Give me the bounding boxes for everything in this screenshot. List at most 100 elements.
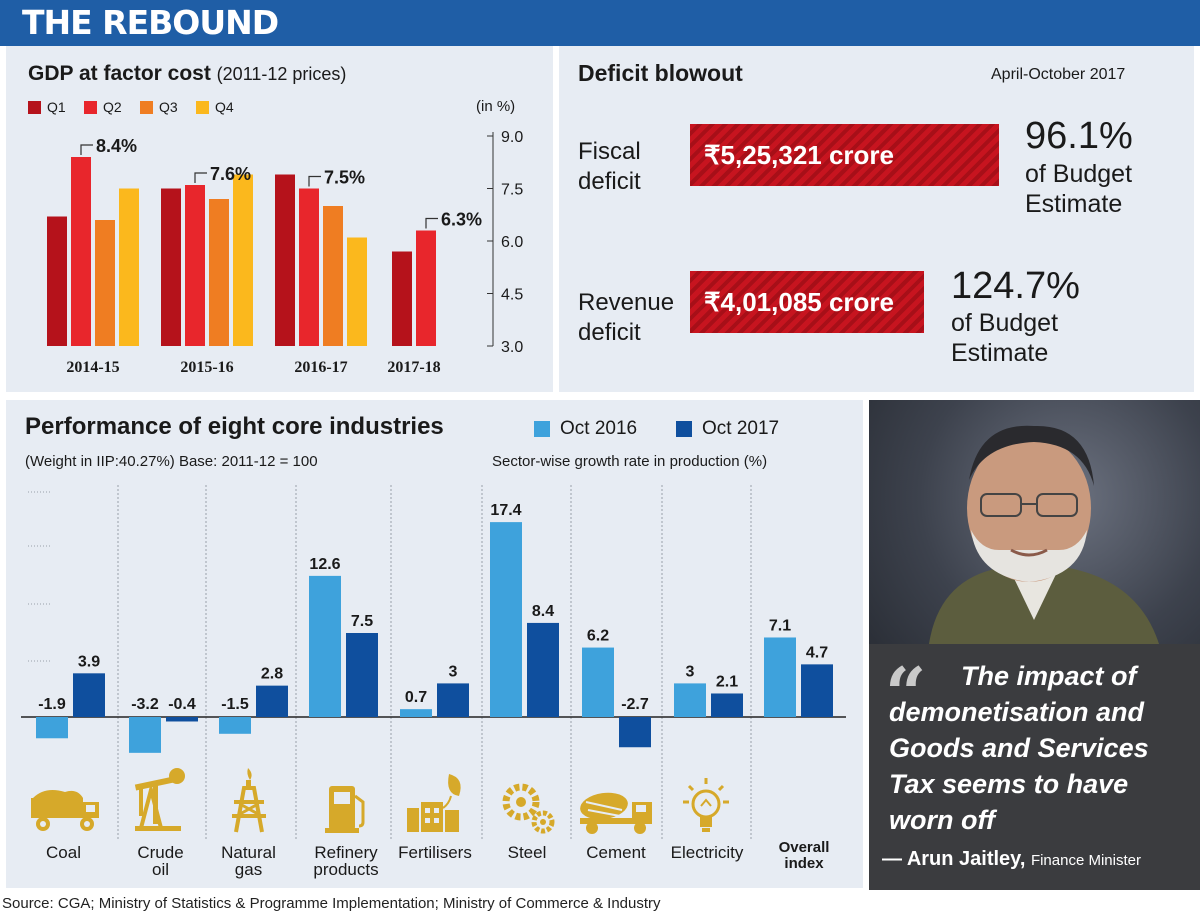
gdp-legend-label: Q2: [103, 99, 122, 115]
deficit-panel: Deficit blowout April-October 2017 Fisca…: [559, 46, 1194, 392]
gdp-legend-q4: Q4: [196, 99, 234, 115]
gdp-callout-line: [80, 144, 93, 155]
core-bar: [801, 664, 833, 717]
sector-label-line: Cement: [586, 843, 646, 862]
deficit-title: Deficit blowout: [578, 60, 743, 86]
sector-label-natural-gas: Natural gas: [206, 844, 291, 878]
core-bar-chart: -1.9 3.9 -3.2 -0.4 -1.5 2.8 12.6 7.5 0.7 3 17.4 8.4…: [21, 485, 846, 840]
revenue-deficit-note: of Budget Estimate: [951, 308, 1058, 368]
core-value-label: 3: [449, 663, 458, 680]
gdp-ytick-label: 4.5: [501, 287, 523, 304]
factory-leaf-icon: [394, 764, 476, 834]
core-bar: [309, 575, 341, 717]
sector-label-line: Crude: [137, 843, 184, 862]
core-legend-label: Oct 2016: [560, 418, 638, 439]
revenue-note-line1: of Budget: [951, 309, 1059, 337]
core-legend-swatch: [676, 421, 692, 437]
portrait-illustration: [929, 425, 1159, 644]
core-value-label: -1.9: [38, 696, 66, 713]
gdp-legend-q3: Q3: [140, 99, 178, 115]
fiscal-label-line2: deficit: [578, 168, 641, 195]
gdp-bar: [233, 174, 253, 346]
oil-pump-icon: [118, 764, 203, 834]
quote-role: Finance Minister: [1030, 852, 1141, 869]
gdp-legend-swatch: [196, 100, 209, 114]
sector-label-line: Refinery: [314, 843, 378, 862]
header-bar: THE REBOUND: [0, 0, 1200, 46]
core-bar: [764, 637, 796, 717]
portrait-photo: [869, 400, 1200, 644]
core-bar: [437, 683, 469, 717]
sector-label-overall: Overall index: [764, 840, 844, 872]
gdp-bar: [209, 199, 229, 346]
gdp-bar: [299, 188, 319, 346]
fiscal-deficit-label: Fiscal deficit: [578, 137, 641, 197]
sector-label-refinery: Refinery products: [296, 844, 396, 878]
gdp-legend-q2: Q2: [84, 99, 122, 115]
gdp-bar: [275, 174, 295, 346]
sector-label-line: Overall: [778, 839, 830, 856]
gdp-ytick-label: 3.0: [501, 339, 523, 356]
sector-label-cement: Cement: [571, 844, 661, 861]
gdp-bar: [347, 237, 367, 346]
gdp-callout-label: 6.3%: [441, 210, 482, 230]
core-value-label: 12.6: [309, 556, 340, 573]
core-value-label: -1.5: [221, 696, 249, 713]
core-value-label: 7.5: [351, 613, 373, 630]
core-bar: [219, 717, 251, 734]
sector-label-line: Natural: [221, 843, 276, 862]
sector-label-line: gas: [234, 860, 263, 879]
fiscal-note-line2: Estimate: [1025, 190, 1123, 218]
deficit-period: April-October 2017: [991, 66, 1126, 83]
gdp-callout-line: [425, 217, 438, 229]
fiscal-deficit-pct: 96.1%: [1025, 115, 1133, 157]
core-bar: [711, 693, 743, 717]
fiscal-deficit-note: of Budget Estimate: [1025, 159, 1132, 219]
gdp-legend-swatch: [84, 100, 97, 114]
quote-name: — Arun Jaitley,: [882, 848, 1026, 870]
gdp-callout-label: 7.5%: [324, 168, 365, 188]
fiscal-deficit-bar: ₹5,25,321 crore: [690, 124, 999, 186]
source-note: Source: CGA; Ministry of Statistics & Pr…: [2, 895, 661, 912]
revenue-label-line2: deficit: [578, 319, 641, 346]
gdp-bar: [119, 188, 139, 346]
core-legend-label: Oct 2017: [702, 418, 780, 439]
gdp-category-label: 2017-18: [387, 359, 440, 376]
core-value-label: 3.9: [78, 653, 100, 670]
gdp-legend-swatch: [28, 100, 41, 114]
core-bar: [166, 717, 198, 722]
core-bar: [619, 717, 651, 748]
gdp-bar: [392, 251, 412, 346]
revenue-note-line2: Estimate: [951, 339, 1049, 367]
core-legend-oct2016: Oct 2016: [534, 418, 637, 440]
core-value-label: -2.7: [621, 696, 649, 713]
gdp-bar-chart: 3.0 4.5 6.0 7.5 9.0 2014-15 2015-16 2016-17 2017…: [47, 129, 523, 376]
gdp-title-sub: (2011-12 prices): [216, 64, 347, 84]
gdp-ytick-label: 9.0: [501, 129, 523, 146]
gdp-bar: [47, 216, 67, 346]
sector-label-line: Coal: [46, 843, 81, 862]
gdp-category-label: 2015-16: [180, 359, 233, 376]
quote-text: The impact of demonetisation and Goods a…: [889, 661, 1149, 835]
sector-label-line: Electricity: [670, 843, 744, 862]
sector-label-coal: Coal: [21, 844, 106, 861]
core-value-label: 4.7: [806, 644, 828, 661]
quote-mark-icon: “: [885, 651, 927, 736]
core-bar: [346, 633, 378, 717]
page-title: THE REBOUND: [22, 3, 279, 42]
sector-label-steel: Steel: [482, 844, 572, 861]
fiscal-label-line1: Fiscal: [578, 138, 641, 165]
gdp-ytick-label: 7.5: [501, 182, 523, 199]
gdp-legend-swatch: [140, 100, 153, 114]
core-value-label: 17.4: [490, 502, 521, 519]
core-chart-subtitle: (Weight in IIP:40.27%) Base: 2011-12 = 1…: [25, 453, 318, 470]
gdp-bar: [95, 220, 115, 346]
core-legend-oct2017: Oct 2017: [676, 418, 779, 440]
core-bar: [490, 522, 522, 717]
gdp-bar: [185, 185, 205, 346]
core-industries-panel: Performance of eight core industries (We…: [6, 400, 863, 888]
gdp-category-label: 2016-17: [294, 359, 347, 376]
core-bar: [674, 683, 706, 717]
sector-label-line: Fertilisers: [398, 843, 472, 862]
core-value-label: 3: [686, 663, 695, 680]
